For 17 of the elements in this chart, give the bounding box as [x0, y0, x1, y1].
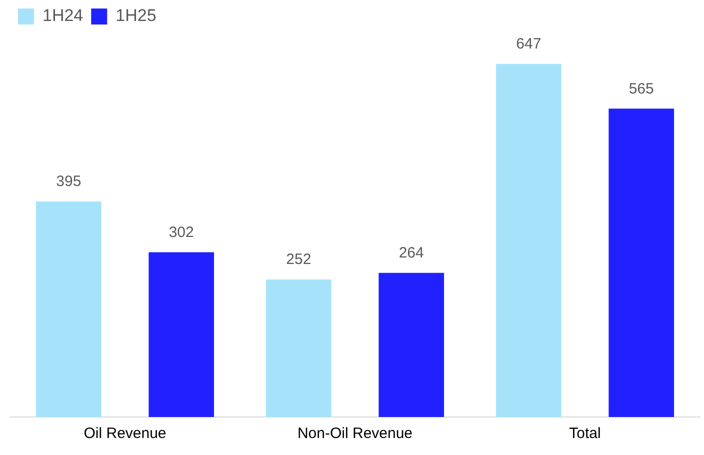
data-label: 565	[628, 80, 654, 98]
data-label: 264	[398, 244, 424, 262]
data-label: 302	[168, 224, 194, 241]
bar	[378, 272, 444, 417]
data-label: 395	[56, 173, 82, 190]
bar	[266, 279, 332, 417]
legend-label: 1H25	[116, 6, 156, 26]
bar	[496, 64, 562, 417]
data-label: 647	[516, 36, 542, 53]
bar	[36, 201, 102, 417]
bar	[608, 108, 674, 417]
x-tick-label: Non-Oil Revenue	[297, 425, 413, 442]
bar	[148, 252, 214, 417]
x-tick-label: Oil Revenue	[84, 425, 166, 442]
data-label: 252	[286, 251, 312, 268]
legend-label: 1H24	[42, 6, 84, 26]
x-tick-label: Total	[569, 425, 601, 442]
